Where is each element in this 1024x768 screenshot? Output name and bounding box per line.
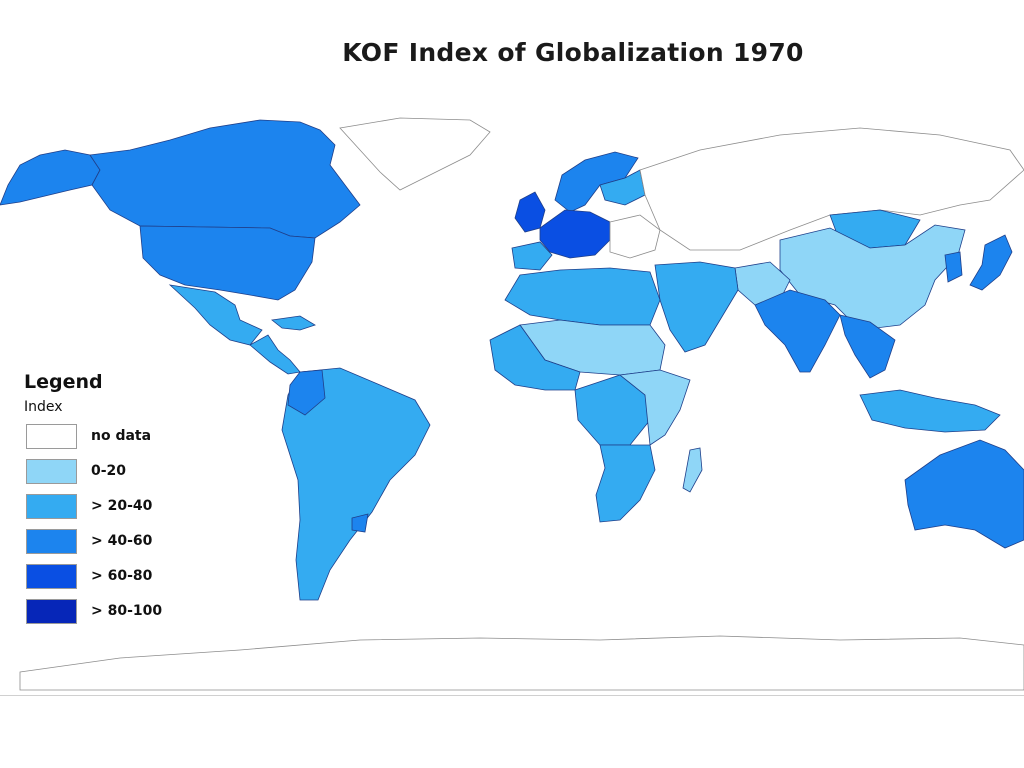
australia-region xyxy=(904,439,1024,549)
colombia-region xyxy=(287,369,326,416)
south-america-region xyxy=(281,367,431,601)
uruguay-region xyxy=(351,513,369,533)
legend-swatch xyxy=(26,459,77,484)
central-america-region xyxy=(249,334,301,375)
legend-swatch xyxy=(26,529,77,554)
legend-item-80-100: > 80-100 xyxy=(24,599,194,634)
indonesia-region xyxy=(859,389,1001,433)
legend-swatch xyxy=(26,424,77,449)
greenland-region xyxy=(339,117,491,191)
legend-label: > 20-40 xyxy=(91,498,153,514)
legend-swatch xyxy=(26,494,77,519)
uk-region xyxy=(514,191,546,233)
legend-item-60-80: > 60-80 xyxy=(24,564,194,599)
india-region xyxy=(754,289,841,373)
legend: Legend Index no data 0-20 > 20-40 > 40-6… xyxy=(24,371,194,634)
legend-label: > 60-80 xyxy=(91,568,153,584)
legend-label: 0-20 xyxy=(91,463,127,479)
map-title: KOF Index of Globalization 1970 xyxy=(342,38,804,67)
southeast-asia-region xyxy=(839,314,896,379)
western-europe-region xyxy=(539,209,611,259)
legend-item-40-60: > 40-60 xyxy=(24,529,194,564)
iberia-region xyxy=(511,241,553,271)
east-africa-region xyxy=(619,369,691,446)
mexico-region xyxy=(168,284,263,346)
legend-swatch xyxy=(26,564,77,589)
cuba-region xyxy=(271,315,316,331)
legend-item-0-20: 0-20 xyxy=(24,459,194,494)
legend-label: > 40-60 xyxy=(91,533,153,549)
usa-region xyxy=(139,225,316,301)
north-africa-region xyxy=(504,267,661,326)
eastern-europe-region xyxy=(609,214,661,259)
legend-label: > 80-100 xyxy=(91,603,163,619)
russia-region xyxy=(639,127,1024,251)
bottom-divider xyxy=(0,695,1024,696)
legend-label: no data xyxy=(91,428,152,444)
middle-east-region xyxy=(654,261,739,353)
madagascar-region xyxy=(682,447,703,493)
legend-subtitle: Index xyxy=(24,399,63,415)
scandinavia-region xyxy=(554,151,639,213)
southern-africa-region xyxy=(595,444,656,523)
legend-swatch xyxy=(26,599,77,624)
legend-item-no-data: no data xyxy=(24,424,194,459)
korea-region xyxy=(944,251,963,283)
legend-title: Legend xyxy=(24,371,103,393)
antarctica-outline xyxy=(19,635,1024,691)
canada-region xyxy=(89,119,361,239)
alaska-region xyxy=(0,149,101,206)
legend-item-20-40: > 20-40 xyxy=(24,494,194,529)
japan-region xyxy=(969,234,1013,291)
